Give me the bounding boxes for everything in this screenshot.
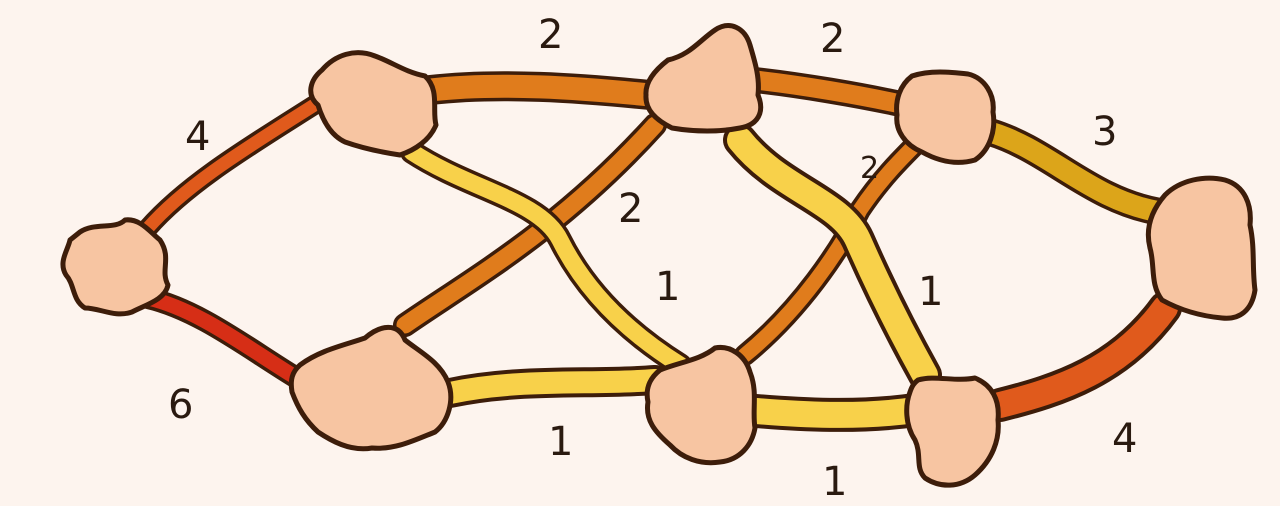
weight-label-b-d: 2 [538,12,563,58]
edge-b-d [415,71,665,110]
node-right [1145,175,1258,321]
edge-d-f [742,67,918,118]
weight-label-a-b: 4 [185,114,210,160]
edge-a-c [137,287,311,391]
edge-b-e [400,140,692,377]
nodes-layer [60,23,1258,488]
edge-c-e [435,365,670,408]
edge-e-g [728,393,932,432]
edges-layer [137,67,1182,432]
edge-c-d [393,113,667,337]
node-upper-middle [643,23,764,134]
node-lower-left [288,324,454,452]
edge-d-g [723,123,942,392]
labels-layer: 4 6 2 1 2 1 2 1 2 1 3 4 [168,12,1137,505]
weight-label-c-d: 2 [618,186,643,232]
weight-label-d-f: 2 [820,16,845,62]
edge-f-h [976,118,1174,226]
weight-label-f-h: 3 [1092,109,1117,155]
node-lower-right [904,375,1001,488]
weight-label-e-g: 1 [822,459,847,505]
node-upper-left [308,50,439,158]
node-lower-middle [644,344,758,466]
node-upper-right [894,69,997,165]
node-left [60,217,171,317]
weight-label-e-f: 2 [860,151,879,186]
weight-label-a-c: 6 [168,382,193,428]
weight-label-g-h: 4 [1112,416,1137,462]
edge-a-b [138,85,340,238]
weight-label-b-e: 1 [655,264,680,310]
edge-g-h [983,291,1182,422]
weight-label-c-e: 1 [548,419,573,465]
weight-label-d-g: 1 [918,269,943,315]
